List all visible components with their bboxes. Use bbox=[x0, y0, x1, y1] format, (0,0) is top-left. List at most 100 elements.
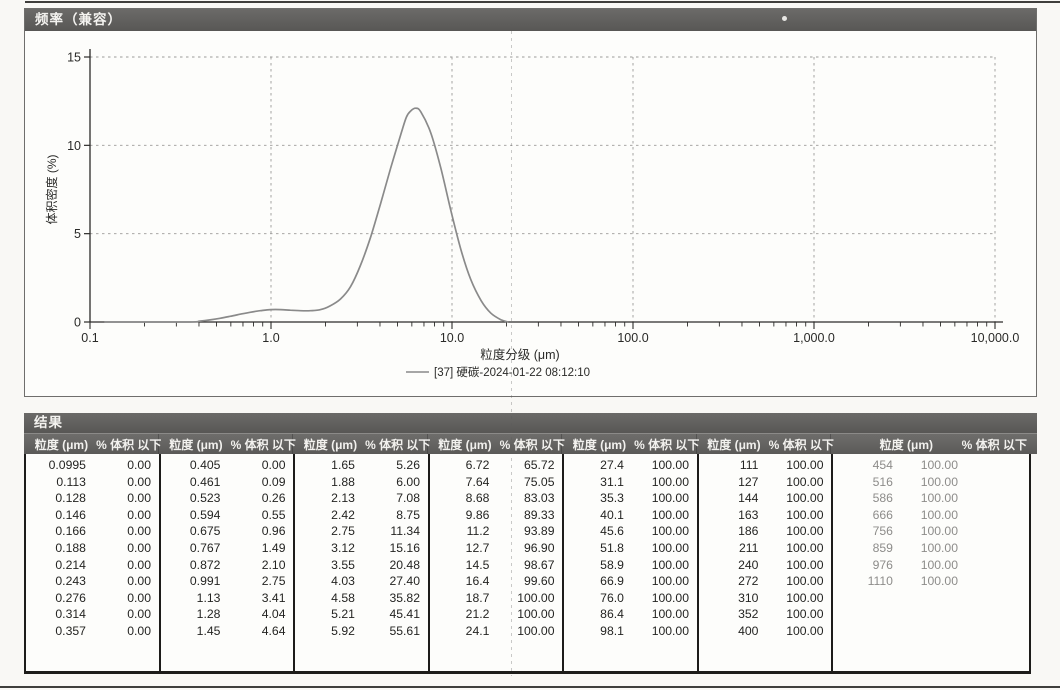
particle-size-value: 24.1 bbox=[465, 623, 490, 638]
volume-under-value: 96.90 bbox=[523, 540, 555, 555]
particle-size-value: 0.767 bbox=[189, 540, 221, 555]
particle-size-value: 2.13 bbox=[331, 491, 355, 506]
table-row: 586 100.00 bbox=[833, 490, 965, 507]
table-row: 5.21 45.41 bbox=[295, 606, 427, 623]
result-column-group-3: 1.65 5.26 1.88 6.00 2.13 7.08 2.42 8.75 2.75 11.3… bbox=[295, 454, 430, 671]
volume-under-value: 100.00 bbox=[920, 507, 958, 522]
particle-size-value: 76.0 bbox=[600, 590, 624, 605]
particle-size-value: 2.42 bbox=[331, 507, 355, 522]
volume-under-value: 0.26 bbox=[261, 491, 286, 506]
particle-size-value: 18.7 bbox=[465, 590, 490, 605]
header-group-3: 粒度 (μm) % 体积 以下 bbox=[293, 434, 430, 454]
volume-under-value: 100.00 bbox=[786, 557, 824, 572]
volume-under-value: 100.00 bbox=[651, 557, 689, 572]
volume-under-value: 100.00 bbox=[651, 507, 689, 522]
table-row: 666 100.00 bbox=[833, 507, 965, 524]
particle-size-value: 516 bbox=[872, 474, 893, 489]
col-header-particle-size: 粒度 (μm) bbox=[303, 437, 358, 452]
table-row: 9.86 89.33 bbox=[430, 507, 562, 524]
particle-size-value: 14.5 bbox=[465, 557, 490, 572]
volume-under-value: 100.00 bbox=[920, 574, 958, 589]
frequency-chart-panel: 频率（兼容） 0 5 10 15 0.1 1.0 10.0 100.0 1,000.0 10,00… bbox=[24, 8, 1037, 397]
table-row: 0.872 2.10 bbox=[161, 557, 293, 574]
chart-title: 频率（兼容） bbox=[35, 12, 122, 27]
header-group-5: 粒度 (μm) % 体积 以下 bbox=[562, 434, 699, 454]
particle-size-value: 2.75 bbox=[331, 524, 355, 539]
particle-size-value: 0.113 bbox=[56, 474, 86, 489]
table-row: 76.0 100.00 bbox=[564, 590, 696, 607]
table-row: 7.64 75.05 bbox=[430, 474, 562, 491]
particle-size-value: 21.2 bbox=[465, 607, 490, 622]
table-row: 4.03 27.40 bbox=[295, 573, 427, 590]
col-header-volume-under: % 体积 以下 bbox=[230, 437, 296, 452]
table-row: 400 100.00 bbox=[699, 623, 831, 640]
table-row: 240 100.00 bbox=[699, 557, 831, 574]
particle-size-value: 0.276 bbox=[55, 590, 86, 605]
header-group-1: 粒度 (μm) % 体积 以下 bbox=[24, 434, 161, 454]
volume-under-value: 0.00 bbox=[127, 524, 151, 539]
table-row: 111 100.00 bbox=[699, 457, 831, 474]
particle-size-value: 0.594 bbox=[189, 507, 221, 522]
volume-under-value: 93.89 bbox=[523, 524, 555, 539]
table-row: 45.6 100.00 bbox=[564, 523, 696, 540]
volume-under-value: 0.00 bbox=[261, 458, 286, 472]
particle-size-value: 1.88 bbox=[331, 474, 355, 489]
particle-size-value: 1.45 bbox=[196, 623, 221, 638]
volume-under-value: 100.00 bbox=[786, 458, 824, 472]
table-row: 1.13 3.41 bbox=[161, 590, 293, 607]
particle-size-value: 0.128 bbox=[55, 491, 86, 506]
scan-speck bbox=[782, 16, 787, 21]
volume-under-value: 100.00 bbox=[920, 474, 958, 489]
table-row: 98.1 100.00 bbox=[564, 623, 696, 640]
table-row: 24.1 100.00 bbox=[430, 623, 562, 640]
table-row: 0.675 0.96 bbox=[161, 523, 293, 540]
volume-under-value: 83.03 bbox=[523, 491, 555, 506]
table-row: 211 100.00 bbox=[699, 540, 831, 557]
table-row: 51.8 100.00 bbox=[564, 540, 696, 557]
col-header-volume-under: % 体积 以下 bbox=[768, 437, 834, 452]
table-row: 1.28 4.04 bbox=[161, 606, 293, 623]
particle-size-value: 240 bbox=[738, 557, 759, 572]
col-header-particle-size: 粒度 (μm) bbox=[707, 437, 761, 452]
particle-size-value: 0.146 bbox=[55, 507, 86, 522]
table-row: 1.45 4.64 bbox=[161, 623, 293, 640]
volume-under-value: 100.00 bbox=[651, 524, 689, 539]
particle-size-value: 35.3 bbox=[600, 491, 624, 506]
table-row: 976 100.00 bbox=[833, 557, 965, 574]
particle-size-value: 1.65 bbox=[331, 458, 355, 472]
table-row: 2.13 7.08 bbox=[295, 490, 427, 507]
header-group-6: 粒度 (μm) % 体积 以下 bbox=[697, 434, 834, 454]
volume-under-value: 100.00 bbox=[651, 590, 689, 605]
results-title-bar: 结果 bbox=[24, 413, 1037, 433]
particle-size-value: 0.461 bbox=[189, 474, 221, 489]
volume-under-value: 65.72 bbox=[523, 458, 555, 472]
table-row: 4.58 35.82 bbox=[295, 590, 427, 607]
particle-size-value: 272 bbox=[738, 574, 759, 589]
particle-size-value: 0.314 bbox=[55, 607, 86, 622]
table-row: 8.68 83.03 bbox=[430, 490, 562, 507]
header-group-2: 粒度 (μm) % 体积 以下 bbox=[159, 434, 296, 454]
volume-under-value: 2.10 bbox=[261, 557, 286, 572]
volume-under-value: 3.41 bbox=[261, 590, 286, 605]
results-table-body: 0.0995 0.00 0.113 0.00 0.128 0.00 0.146 0.00 0.1… bbox=[24, 454, 1031, 674]
volume-under-value: 100.00 bbox=[786, 524, 824, 539]
particle-size-value: 0.357 bbox=[55, 623, 86, 638]
volume-under-value: 100.00 bbox=[651, 491, 689, 506]
volume-under-value: 7.08 bbox=[396, 491, 420, 506]
volume-under-value: 100.00 bbox=[920, 491, 958, 506]
volume-under-value: 0.55 bbox=[261, 507, 286, 522]
table-row: 86.4 100.00 bbox=[564, 606, 696, 623]
header-group-7: 粒度 (μm) % 体积 以下 bbox=[831, 434, 1031, 454]
table-row: 0.146 0.00 bbox=[26, 507, 158, 524]
particle-size-value: 3.55 bbox=[331, 557, 355, 572]
table-row: 18.7 100.00 bbox=[430, 590, 562, 607]
results-header-grid: 粒度 (μm)% 体积 以下 粒度 (μm)% 体积 以下 粒度 (μm)% 体积 … bbox=[24, 434, 1031, 454]
particle-size-value: 16.4 bbox=[465, 574, 490, 589]
y-axis-label: 体积密度 (%) bbox=[44, 154, 59, 224]
particle-size-value: 86.4 bbox=[600, 607, 624, 622]
particle-size-value: 40.1 bbox=[600, 507, 624, 522]
particle-size-value: 859 bbox=[872, 540, 893, 555]
table-row: 0.314 0.00 bbox=[26, 606, 158, 623]
volume-under-value: 89.33 bbox=[523, 507, 555, 522]
